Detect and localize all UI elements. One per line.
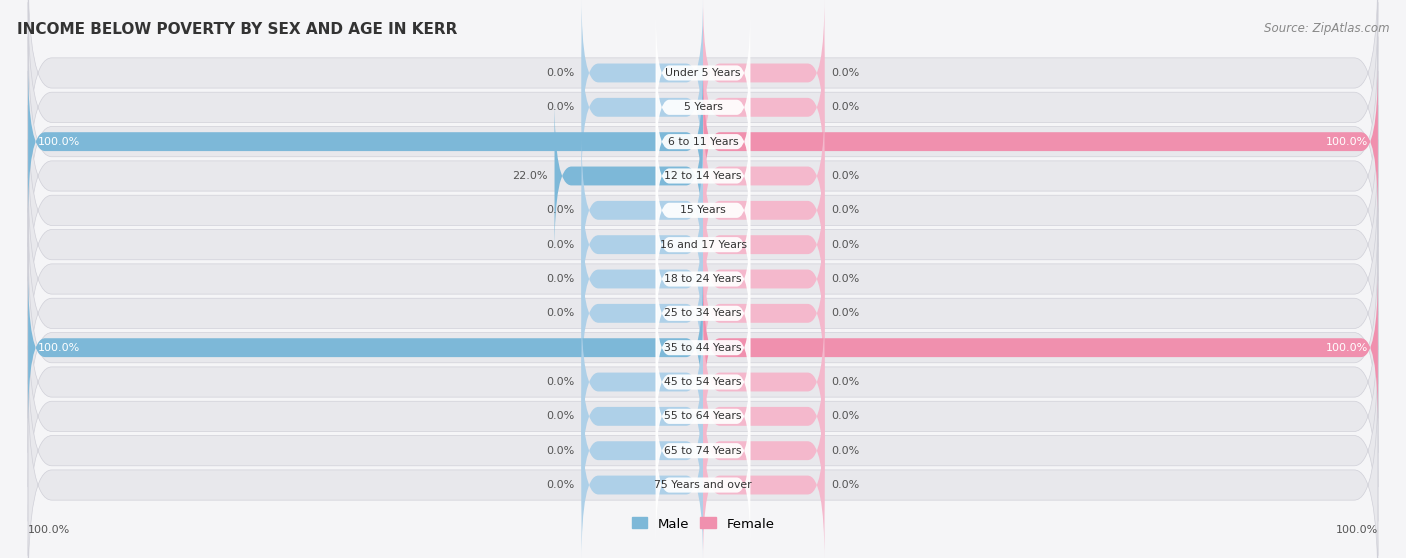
- FancyBboxPatch shape: [582, 374, 703, 527]
- FancyBboxPatch shape: [582, 203, 703, 355]
- FancyBboxPatch shape: [703, 237, 824, 389]
- FancyBboxPatch shape: [655, 184, 751, 306]
- Text: 100.0%: 100.0%: [38, 137, 80, 147]
- FancyBboxPatch shape: [703, 374, 824, 527]
- Text: 65 to 74 Years: 65 to 74 Years: [664, 446, 742, 456]
- FancyBboxPatch shape: [703, 99, 824, 252]
- Text: 100.0%: 100.0%: [1326, 343, 1368, 353]
- Text: 0.0%: 0.0%: [547, 446, 575, 456]
- FancyBboxPatch shape: [655, 12, 751, 134]
- Text: 0.0%: 0.0%: [547, 274, 575, 284]
- FancyBboxPatch shape: [582, 237, 703, 389]
- FancyBboxPatch shape: [703, 169, 824, 321]
- FancyBboxPatch shape: [582, 306, 703, 459]
- Text: 100.0%: 100.0%: [1336, 525, 1378, 535]
- FancyBboxPatch shape: [28, 140, 1378, 350]
- Text: 45 to 54 Years: 45 to 54 Years: [664, 377, 742, 387]
- Text: Under 5 Years: Under 5 Years: [665, 68, 741, 78]
- Text: 0.0%: 0.0%: [831, 240, 859, 249]
- Text: 100.0%: 100.0%: [38, 343, 80, 353]
- Text: 0.0%: 0.0%: [831, 411, 859, 421]
- Text: 16 and 17 Years: 16 and 17 Years: [659, 240, 747, 249]
- Text: 0.0%: 0.0%: [831, 446, 859, 456]
- FancyBboxPatch shape: [28, 37, 1378, 247]
- Legend: Male, Female: Male, Female: [626, 512, 780, 536]
- Text: 0.0%: 0.0%: [831, 68, 859, 78]
- FancyBboxPatch shape: [554, 99, 703, 252]
- FancyBboxPatch shape: [703, 31, 824, 184]
- Text: 22.0%: 22.0%: [512, 171, 548, 181]
- FancyBboxPatch shape: [28, 380, 1378, 558]
- FancyBboxPatch shape: [582, 31, 703, 184]
- FancyBboxPatch shape: [703, 203, 824, 355]
- Text: 55 to 64 Years: 55 to 64 Years: [664, 411, 742, 421]
- Text: 0.0%: 0.0%: [547, 309, 575, 318]
- Text: 0.0%: 0.0%: [831, 205, 859, 215]
- Text: 0.0%: 0.0%: [831, 309, 859, 318]
- FancyBboxPatch shape: [703, 340, 824, 493]
- FancyBboxPatch shape: [28, 65, 703, 218]
- Text: 100.0%: 100.0%: [1326, 137, 1368, 147]
- FancyBboxPatch shape: [28, 271, 703, 424]
- FancyBboxPatch shape: [28, 345, 1378, 556]
- Text: INCOME BELOW POVERTY BY SEX AND AGE IN KERR: INCOME BELOW POVERTY BY SEX AND AGE IN K…: [17, 22, 457, 37]
- FancyBboxPatch shape: [28, 243, 1378, 453]
- FancyBboxPatch shape: [28, 208, 1378, 418]
- Text: 75 Years and over: 75 Years and over: [654, 480, 752, 490]
- FancyBboxPatch shape: [655, 252, 751, 374]
- FancyBboxPatch shape: [582, 0, 703, 150]
- FancyBboxPatch shape: [703, 0, 824, 150]
- Text: 0.0%: 0.0%: [831, 480, 859, 490]
- FancyBboxPatch shape: [703, 306, 824, 459]
- FancyBboxPatch shape: [655, 115, 751, 237]
- FancyBboxPatch shape: [582, 340, 703, 493]
- Text: 0.0%: 0.0%: [547, 68, 575, 78]
- Text: 0.0%: 0.0%: [547, 377, 575, 387]
- FancyBboxPatch shape: [655, 80, 751, 203]
- Text: 0.0%: 0.0%: [831, 171, 859, 181]
- FancyBboxPatch shape: [703, 134, 824, 287]
- Text: 0.0%: 0.0%: [547, 240, 575, 249]
- Text: 12 to 14 Years: 12 to 14 Years: [664, 171, 742, 181]
- Text: Source: ZipAtlas.com: Source: ZipAtlas.com: [1264, 22, 1389, 35]
- FancyBboxPatch shape: [703, 65, 1378, 218]
- Text: 35 to 44 Years: 35 to 44 Years: [664, 343, 742, 353]
- Text: 0.0%: 0.0%: [831, 274, 859, 284]
- Text: 5 Years: 5 Years: [683, 102, 723, 112]
- FancyBboxPatch shape: [655, 355, 751, 478]
- FancyBboxPatch shape: [655, 46, 751, 169]
- Text: 0.0%: 0.0%: [547, 102, 575, 112]
- Text: 0.0%: 0.0%: [547, 411, 575, 421]
- Text: 6 to 11 Years: 6 to 11 Years: [668, 137, 738, 147]
- Text: 25 to 34 Years: 25 to 34 Years: [664, 309, 742, 318]
- FancyBboxPatch shape: [655, 287, 751, 409]
- Text: 15 Years: 15 Years: [681, 205, 725, 215]
- FancyBboxPatch shape: [28, 71, 1378, 281]
- FancyBboxPatch shape: [582, 408, 703, 558]
- FancyBboxPatch shape: [582, 134, 703, 287]
- Text: 0.0%: 0.0%: [547, 205, 575, 215]
- Text: 0.0%: 0.0%: [547, 480, 575, 490]
- Text: 0.0%: 0.0%: [831, 377, 859, 387]
- FancyBboxPatch shape: [582, 169, 703, 321]
- FancyBboxPatch shape: [655, 424, 751, 546]
- FancyBboxPatch shape: [655, 149, 751, 271]
- FancyBboxPatch shape: [655, 389, 751, 512]
- Text: 100.0%: 100.0%: [28, 525, 70, 535]
- FancyBboxPatch shape: [28, 2, 1378, 213]
- FancyBboxPatch shape: [28, 311, 1378, 521]
- FancyBboxPatch shape: [703, 271, 1378, 424]
- FancyBboxPatch shape: [28, 105, 1378, 315]
- FancyBboxPatch shape: [28, 174, 1378, 384]
- FancyBboxPatch shape: [28, 277, 1378, 487]
- FancyBboxPatch shape: [655, 321, 751, 443]
- Text: 0.0%: 0.0%: [831, 102, 859, 112]
- Text: 18 to 24 Years: 18 to 24 Years: [664, 274, 742, 284]
- FancyBboxPatch shape: [28, 0, 1378, 178]
- FancyBboxPatch shape: [703, 408, 824, 558]
- FancyBboxPatch shape: [655, 218, 751, 340]
